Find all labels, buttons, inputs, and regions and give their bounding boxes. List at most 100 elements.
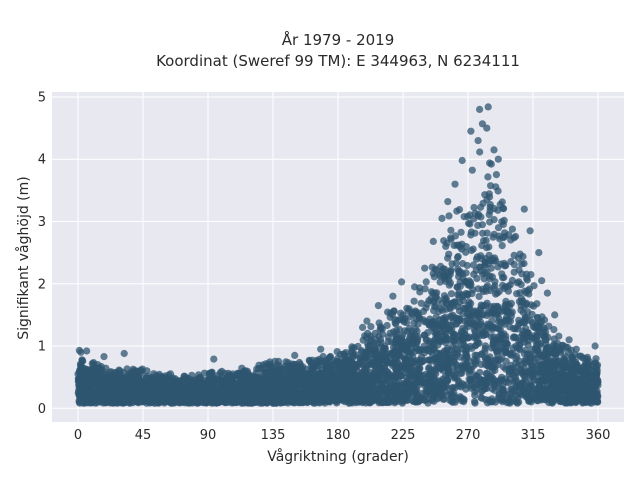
data-point bbox=[490, 336, 498, 344]
data-point bbox=[446, 396, 454, 404]
data-point bbox=[483, 244, 491, 252]
data-point bbox=[551, 371, 559, 379]
data-point bbox=[469, 245, 477, 253]
data-point bbox=[465, 219, 473, 227]
data-point bbox=[492, 171, 500, 179]
data-point bbox=[384, 308, 392, 316]
data-point bbox=[404, 307, 412, 315]
data-point bbox=[391, 399, 399, 407]
data-point bbox=[413, 327, 421, 335]
data-point bbox=[504, 287, 512, 295]
data-point bbox=[442, 299, 450, 307]
data-point bbox=[512, 355, 520, 363]
data-point bbox=[443, 344, 451, 353]
data-point bbox=[510, 261, 518, 269]
data-point bbox=[447, 234, 455, 242]
data-point bbox=[492, 290, 500, 298]
data-point bbox=[531, 368, 539, 376]
data-point bbox=[488, 273, 496, 281]
data-point bbox=[483, 299, 491, 307]
data-point bbox=[592, 355, 600, 363]
data-point bbox=[454, 303, 462, 311]
data-point bbox=[477, 305, 485, 313]
data-point bbox=[455, 206, 464, 214]
data-point bbox=[310, 393, 318, 401]
data-point bbox=[474, 210, 483, 218]
data-point bbox=[457, 268, 465, 276]
data-point bbox=[580, 375, 588, 383]
data-point bbox=[442, 339, 450, 347]
data-point bbox=[587, 399, 595, 407]
data-point bbox=[361, 370, 369, 378]
data-point bbox=[522, 289, 530, 297]
data-point bbox=[491, 343, 499, 351]
data-point bbox=[344, 372, 352, 381]
data-point bbox=[549, 378, 557, 386]
data-point bbox=[521, 338, 529, 346]
data-point bbox=[472, 255, 481, 263]
data-point bbox=[442, 333, 450, 341]
data-point bbox=[422, 304, 430, 312]
data-point bbox=[391, 373, 399, 381]
data-point bbox=[447, 226, 455, 234]
data-point bbox=[102, 379, 110, 387]
data-point bbox=[430, 307, 438, 315]
data-point bbox=[511, 333, 519, 342]
data-point bbox=[489, 284, 498, 292]
data-point bbox=[354, 342, 362, 350]
data-point bbox=[515, 389, 523, 397]
data-point bbox=[414, 370, 422, 378]
data-point bbox=[514, 254, 523, 262]
data-point bbox=[429, 269, 437, 278]
data-point bbox=[154, 398, 162, 407]
data-point bbox=[517, 302, 525, 310]
data-point bbox=[377, 357, 386, 365]
data-point bbox=[483, 370, 491, 378]
data-point bbox=[392, 367, 401, 375]
data-point bbox=[318, 373, 326, 381]
data-point bbox=[261, 384, 269, 392]
data-point bbox=[513, 290, 521, 298]
data-point bbox=[541, 375, 549, 384]
data-point bbox=[218, 367, 226, 375]
data-point bbox=[129, 399, 137, 407]
data-point bbox=[480, 237, 488, 245]
data-point bbox=[300, 393, 308, 401]
data-point bbox=[498, 242, 506, 250]
data-point bbox=[572, 376, 580, 384]
data-point bbox=[410, 297, 418, 305]
data-point bbox=[513, 279, 521, 287]
data-point bbox=[389, 328, 398, 336]
data-point bbox=[571, 394, 580, 402]
data-point bbox=[430, 341, 438, 349]
data-point bbox=[502, 335, 510, 343]
data-point bbox=[377, 381, 385, 389]
data-point bbox=[123, 365, 131, 373]
data-point bbox=[454, 252, 462, 261]
data-point bbox=[487, 160, 495, 168]
data-point bbox=[487, 264, 495, 272]
data-point bbox=[488, 326, 496, 334]
data-point bbox=[430, 328, 438, 336]
data-point bbox=[562, 343, 570, 351]
data-point bbox=[331, 393, 339, 401]
data-point bbox=[498, 218, 506, 226]
data-point bbox=[367, 323, 375, 331]
data-point bbox=[478, 221, 486, 229]
data-point bbox=[465, 298, 473, 306]
data-point bbox=[104, 374, 112, 382]
data-point bbox=[475, 292, 483, 300]
data-point bbox=[492, 311, 500, 319]
data-point bbox=[169, 374, 177, 382]
data-point bbox=[379, 399, 387, 407]
data-point bbox=[471, 398, 479, 406]
data-point bbox=[428, 263, 436, 271]
data-point bbox=[471, 351, 479, 359]
data-point bbox=[499, 274, 507, 282]
data-point bbox=[525, 332, 533, 340]
data-point bbox=[402, 355, 410, 363]
data-point bbox=[483, 362, 491, 370]
data-point bbox=[449, 384, 457, 392]
data-point bbox=[584, 380, 592, 388]
